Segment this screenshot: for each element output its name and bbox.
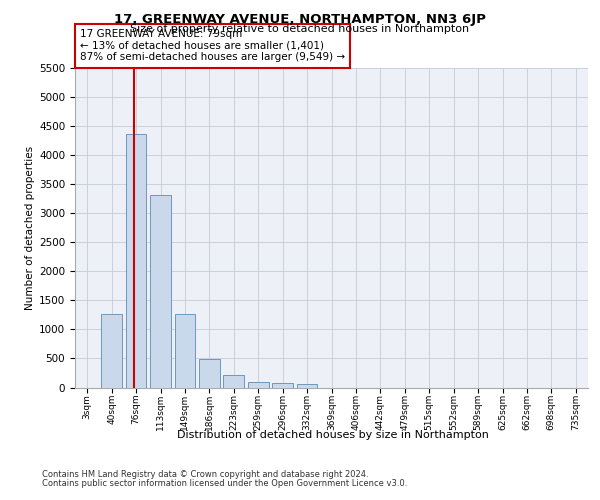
- Bar: [248, 382, 269, 388]
- Text: Contains HM Land Registry data © Crown copyright and database right 2024.: Contains HM Land Registry data © Crown c…: [42, 470, 368, 479]
- Text: Contains public sector information licensed under the Open Government Licence v3: Contains public sector information licen…: [42, 479, 407, 488]
- Bar: [101, 314, 122, 388]
- Bar: [223, 374, 244, 388]
- Bar: [272, 382, 293, 388]
- Y-axis label: Number of detached properties: Number of detached properties: [25, 146, 35, 310]
- Bar: [150, 195, 171, 388]
- Text: 17 GREENWAY AVENUE: 79sqm
← 13% of detached houses are smaller (1,401)
87% of se: 17 GREENWAY AVENUE: 79sqm ← 13% of detac…: [80, 29, 345, 62]
- Text: Distribution of detached houses by size in Northampton: Distribution of detached houses by size …: [177, 430, 489, 440]
- Text: Size of property relative to detached houses in Northampton: Size of property relative to detached ho…: [130, 24, 470, 34]
- Text: 17, GREENWAY AVENUE, NORTHAMPTON, NN3 6JP: 17, GREENWAY AVENUE, NORTHAMPTON, NN3 6J…: [114, 12, 486, 26]
- Bar: [296, 384, 317, 388]
- Bar: [199, 359, 220, 388]
- Bar: [175, 314, 196, 388]
- Bar: [125, 134, 146, 388]
